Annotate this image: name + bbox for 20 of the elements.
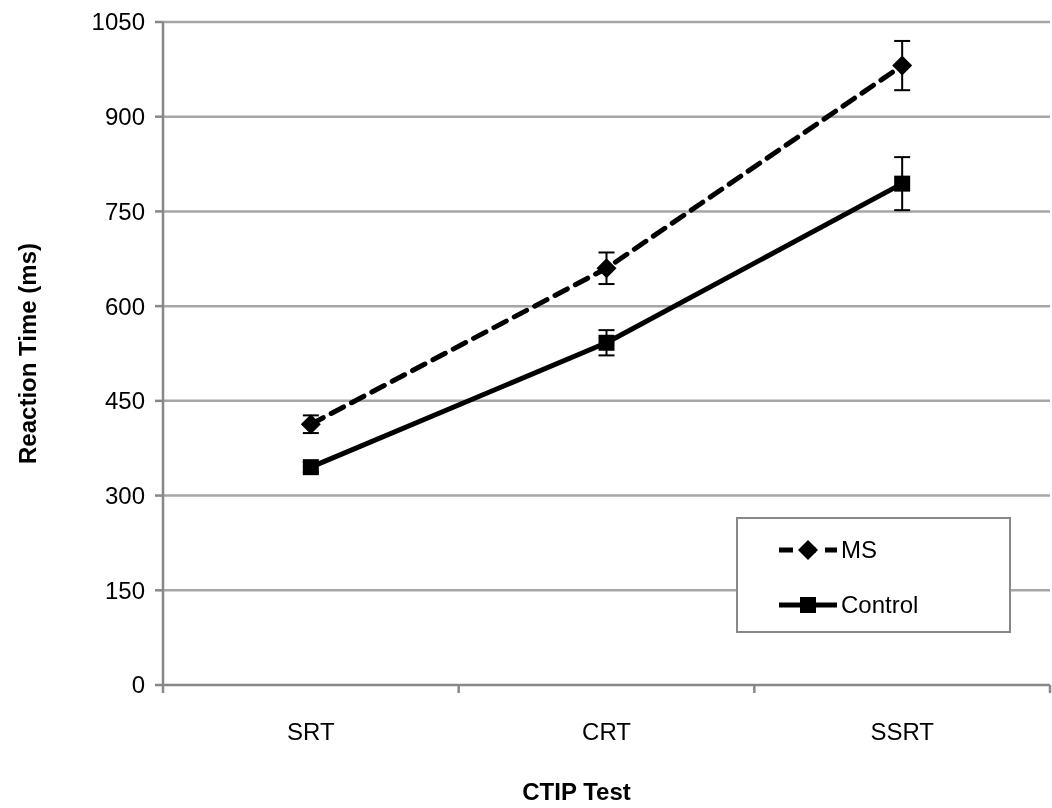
x-tick-label: SRT <box>287 718 335 745</box>
y-tick-label: 750 <box>104 197 145 225</box>
y-tick-label: 150 <box>104 576 145 604</box>
point <box>302 459 319 476</box>
x-tick-label: CRT <box>582 718 632 745</box>
y-tick-label: 450 <box>104 387 145 415</box>
y-axis-title: Reaction Time (ms) <box>14 243 41 464</box>
point <box>894 175 911 192</box>
y-tick-label: 900 <box>104 103 145 131</box>
point <box>598 334 615 351</box>
legend-label: MS <box>841 536 877 564</box>
y-tick-label: 0 <box>131 671 145 699</box>
x-axis-title: CTIP Test <box>522 778 631 805</box>
point <box>596 258 617 279</box>
x-tick-label: SSRT <box>870 718 935 745</box>
point <box>892 55 913 76</box>
legend-label: Control <box>841 591 919 619</box>
y-tick-label: 300 <box>104 481 145 509</box>
y-tick-label: 600 <box>104 292 145 320</box>
y-tick-label: 1050 <box>91 8 145 36</box>
